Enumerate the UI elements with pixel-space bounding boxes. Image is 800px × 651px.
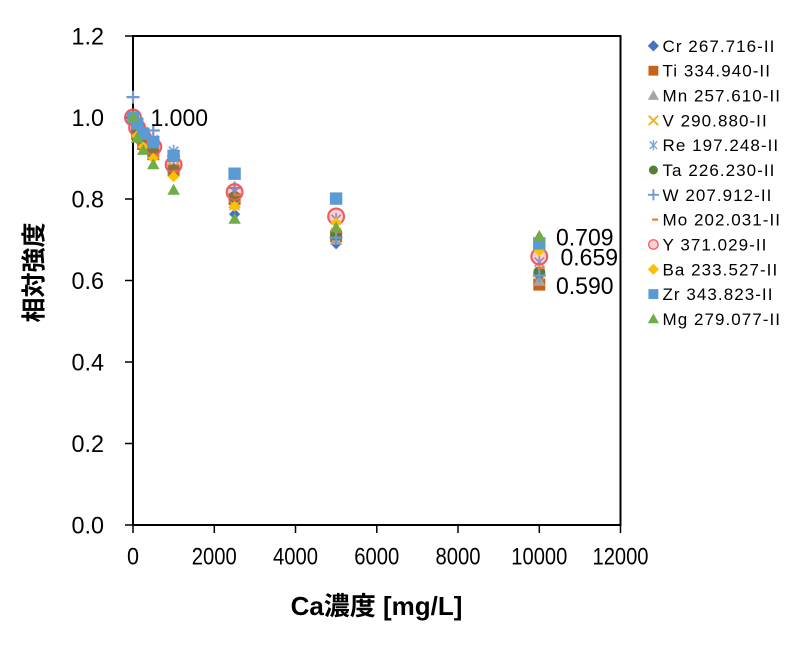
svg-text:Y 371.029-II: Y 371.029-II <box>663 236 768 255</box>
svg-text:Zr 343.823-II: Zr 343.823-II <box>663 285 774 304</box>
svg-text:0.6: 0.6 <box>72 268 105 295</box>
svg-text:0.659: 0.659 <box>561 245 619 272</box>
svg-text:1.0: 1.0 <box>72 105 105 132</box>
svg-text:0: 0 <box>127 544 139 571</box>
svg-text:Cr 267.716-II: Cr 267.716-II <box>663 37 776 56</box>
svg-text:Mn 257.610-II: Mn 257.610-II <box>663 87 782 106</box>
svg-text:8000: 8000 <box>436 544 481 571</box>
svg-text:0.4: 0.4 <box>72 350 105 377</box>
svg-text:Ca: Ca <box>291 591 325 621</box>
svg-text:2000: 2000 <box>192 544 237 571</box>
svg-text:1.000: 1.000 <box>151 105 209 132</box>
svg-text:Ba 233.527-II: Ba 233.527-II <box>663 260 779 279</box>
svg-text:10000: 10000 <box>511 544 567 571</box>
svg-text:4000: 4000 <box>273 544 318 571</box>
svg-text:Mo 202.031-II: Mo 202.031-II <box>663 211 782 230</box>
svg-text:0.709: 0.709 <box>556 225 614 252</box>
svg-text:12000: 12000 <box>593 544 649 571</box>
svg-text:V 290.880-II: V 290.880-II <box>663 111 768 130</box>
svg-text:6000: 6000 <box>354 544 399 571</box>
svg-text:Mg 279.077-II: Mg 279.077-II <box>663 310 782 329</box>
svg-text:[mg/L]: [mg/L] <box>376 591 463 621</box>
svg-text:1.2: 1.2 <box>72 24 105 51</box>
svg-text:0.8: 0.8 <box>72 187 105 214</box>
svg-text:Re 197.248-II: Re 197.248-II <box>663 136 780 155</box>
svg-text:0.2: 0.2 <box>72 431 105 458</box>
svg-text:Ti 334.940-II: Ti 334.940-II <box>663 62 771 81</box>
svg-text:0.0: 0.0 <box>72 513 105 540</box>
svg-text:0.590: 0.590 <box>556 273 614 300</box>
svg-text:Ta 226.230-II: Ta 226.230-II <box>663 161 776 180</box>
svg-text:W 207.912-II: W 207.912-II <box>663 186 773 205</box>
